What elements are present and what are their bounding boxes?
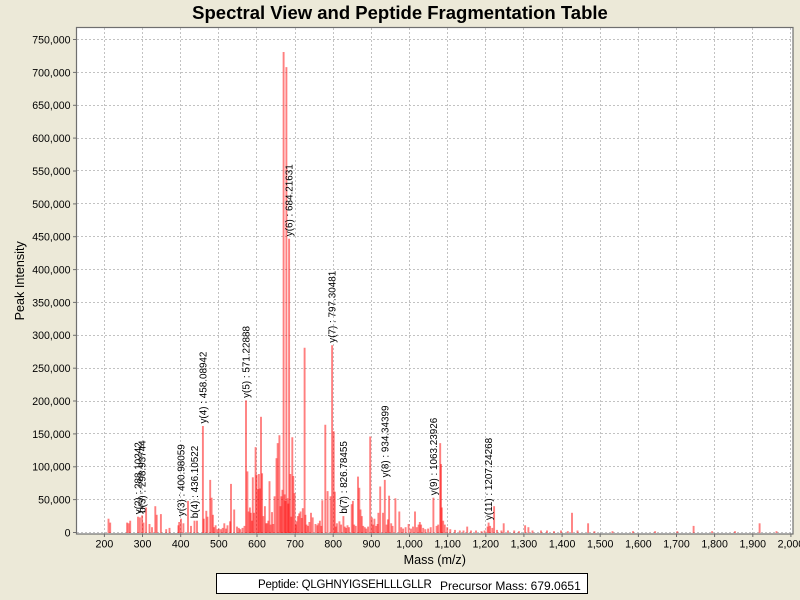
svg-text:y(4) : 458.08942: y(4) : 458.08942 <box>199 352 210 424</box>
svg-text:b(3) : 298.93744: b(3) : 298.93744 <box>138 440 149 513</box>
svg-text:200,000: 200,000 <box>32 396 70 408</box>
svg-text:250,000: 250,000 <box>32 363 70 375</box>
svg-text:b(4) : 436.10522: b(4) : 436.10522 <box>190 446 201 518</box>
svg-text:1,100: 1,100 <box>434 539 461 551</box>
svg-text:y(6) : 684.21631: y(6) : 684.21631 <box>285 164 296 236</box>
svg-text:400,000: 400,000 <box>32 265 70 277</box>
svg-text:50,000: 50,000 <box>38 495 71 507</box>
svg-text:1,600: 1,600 <box>625 539 652 551</box>
svg-text:100,000: 100,000 <box>32 462 70 474</box>
svg-text:1,700: 1,700 <box>663 539 690 551</box>
svg-text:300: 300 <box>134 539 152 551</box>
svg-text:2,000: 2,000 <box>778 539 800 551</box>
svg-text:300,000: 300,000 <box>32 330 70 342</box>
svg-text:y(2) : 288.10242: y(2) : 288.10242 <box>134 442 145 514</box>
svg-text:1,800: 1,800 <box>701 539 728 551</box>
svg-text:y(11) : 1207.24268: y(11) : 1207.24268 <box>484 437 495 520</box>
svg-text:700: 700 <box>286 539 304 551</box>
svg-text:700,000: 700,000 <box>32 67 70 79</box>
svg-text:350,000: 350,000 <box>32 297 70 309</box>
svg-text:y(7) : 797.30481: y(7) : 797.30481 <box>328 270 339 342</box>
svg-text:0: 0 <box>65 527 71 539</box>
svg-text:500: 500 <box>210 539 228 551</box>
svg-text:Mass (m/z): Mass (m/z) <box>404 553 466 567</box>
svg-text:650,000: 650,000 <box>32 100 70 112</box>
svg-text:1,300: 1,300 <box>511 539 538 551</box>
svg-text:600: 600 <box>248 539 266 551</box>
svg-text:800: 800 <box>324 539 342 551</box>
svg-text:b(7) : 826.78455: b(7) : 826.78455 <box>339 441 350 514</box>
svg-text:150,000: 150,000 <box>32 429 70 441</box>
svg-text:900: 900 <box>363 539 381 551</box>
svg-text:600,000: 600,000 <box>32 133 70 145</box>
svg-text:400: 400 <box>172 539 190 551</box>
svg-text:1,400: 1,400 <box>549 539 576 551</box>
svg-text:y(3) : 400.98059: y(3) : 400.98059 <box>177 444 188 516</box>
svg-text:1,000: 1,000 <box>396 539 423 551</box>
svg-text:1,900: 1,900 <box>740 539 767 551</box>
svg-text:750,000: 750,000 <box>32 34 70 46</box>
svg-text:1,200: 1,200 <box>473 539 500 551</box>
svg-text:550,000: 550,000 <box>32 166 70 178</box>
svg-text:y(9) : 1063.23926: y(9) : 1063.23926 <box>429 417 440 495</box>
svg-text:200: 200 <box>96 539 114 551</box>
svg-text:y(5) : 571.22888: y(5) : 571.22888 <box>242 325 253 397</box>
svg-text:450,000: 450,000 <box>32 232 70 244</box>
svg-text:1,500: 1,500 <box>587 539 614 551</box>
svg-text:Peak Intensity: Peak Intensity <box>13 241 27 321</box>
svg-text:y(8) : 934.34399: y(8) : 934.34399 <box>380 405 391 477</box>
svg-text:500,000: 500,000 <box>32 199 70 211</box>
